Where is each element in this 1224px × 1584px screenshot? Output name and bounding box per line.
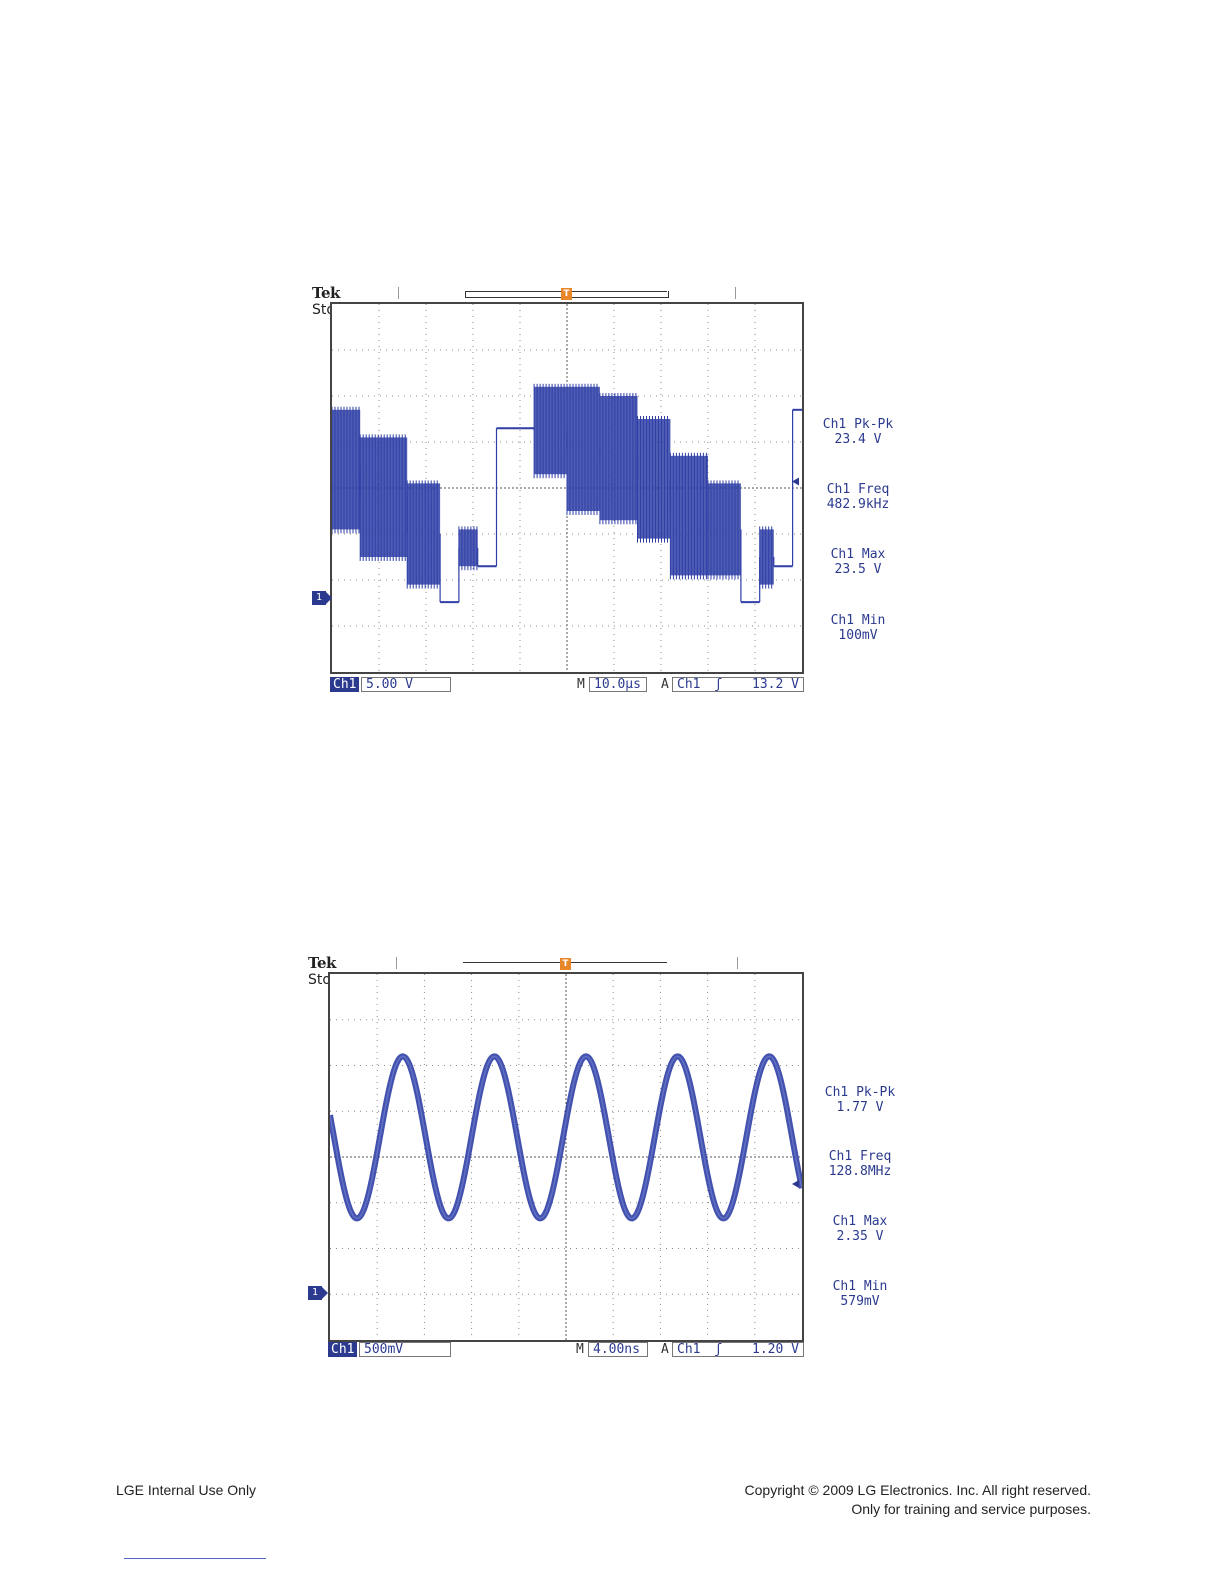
scope-2-plot: [330, 974, 802, 1340]
measurement-pkpk: Ch1 Pk-Pk 23.4 V: [803, 417, 913, 447]
trigger-level-arrow-icon: [792, 1180, 799, 1188]
measurement-value: 23.5 V: [834, 562, 882, 577]
trigger-slope-icon: ʃ: [714, 1342, 723, 1357]
measurement-value: 2.35 V: [836, 1229, 884, 1244]
trigger-prefix: A: [661, 677, 669, 692]
volts-per-div: 500mV: [359, 1342, 451, 1357]
footer-copyright: Copyright © 2009 LG Electronics. Inc. Al…: [744, 1482, 1091, 1498]
measurement-value: 1.77 V: [836, 1100, 884, 1115]
trigger-level: 13.2 V: [752, 677, 799, 692]
measurement-max: Ch1 Max 2.35 V: [805, 1214, 915, 1244]
measurement-value: 128.8MHz: [828, 1164, 892, 1179]
measurement-label: Ch1 Pk-Pk: [822, 417, 894, 432]
trigger-position-marker: T: [560, 958, 571, 970]
burst-envelope: [407, 483, 441, 585]
scope-2-screen: [328, 972, 804, 1342]
burst-envelope: [534, 386, 567, 475]
scope-1-status-bar: Ch1 5.00 V M 10.0µs A Ch1 ʃ 13.2 V: [330, 677, 804, 694]
waveform-ch1: [332, 383, 802, 604]
trigger-prefix: A: [661, 1342, 669, 1357]
trigger-level: 1.20 V: [752, 1342, 799, 1357]
measurement-value: 482.9kHz: [826, 497, 890, 512]
measurement-label: Ch1 Min: [832, 1279, 888, 1294]
tek-brand: Tek: [308, 954, 336, 972]
time-prefix: M: [577, 677, 585, 692]
trigger-position-marker: T: [561, 288, 572, 300]
volts-per-div: 5.00 V: [361, 677, 451, 692]
trigger-box: Ch1 ʃ 13.2 V: [672, 677, 804, 692]
measurement-value: 100mV: [838, 628, 878, 643]
measurement-freq: Ch1 Freq 482.9kHz: [803, 482, 913, 512]
footer-left: LGE Internal Use Only: [116, 1482, 257, 1498]
measurement-label: Ch1 Freq: [828, 1149, 892, 1164]
trigger-channel: Ch1: [677, 1342, 701, 1357]
time-prefix: M: [576, 1342, 584, 1357]
burst-envelope: [637, 419, 671, 539]
footer-purpose: Only for training and service purposes.: [851, 1501, 1091, 1517]
burst-envelope: [759, 529, 774, 585]
burst-envelope: [567, 386, 600, 511]
trigger-slope-icon: ʃ: [714, 677, 723, 692]
graticule: [330, 974, 802, 1340]
measurement-value: 23.4 V: [834, 432, 882, 447]
burst-envelope: [708, 483, 741, 576]
trigger-channel: Ch1: [677, 677, 701, 692]
sine-waveform-highlight: [330, 1055, 802, 1220]
measurement-freq: Ch1 Freq 128.8MHz: [805, 1149, 915, 1179]
measurement-label: Ch1 Min: [830, 613, 886, 628]
time-per-div: 10.0µs: [589, 677, 647, 692]
footer-link-underline: [124, 1558, 266, 1559]
tek-brand: Tek: [312, 284, 340, 302]
measurement-label: Ch1 Max: [830, 547, 886, 562]
channel-badge: Ch1: [330, 677, 360, 692]
trigger-level-arrow-icon: [792, 477, 799, 486]
channel-badge: Ch1: [328, 1342, 358, 1357]
trigger-box: Ch1 ʃ 1.20 V: [672, 1342, 804, 1357]
measurement-label: Ch1 Freq: [826, 482, 890, 497]
time-per-div: 4.00ns: [588, 1342, 648, 1357]
measurement-max: Ch1 Max 23.5 V: [803, 547, 913, 577]
scope-1-plot: [332, 304, 802, 672]
scope-1-screen: [330, 302, 804, 674]
measurement-value: 579mV: [840, 1294, 880, 1309]
channel-ground-marker: 1: [308, 1286, 328, 1300]
measurement-label: Ch1 Pk-Pk: [824, 1085, 896, 1100]
measurement-min: Ch1 Min 579mV: [805, 1279, 915, 1309]
channel-ground-marker: 1: [312, 591, 332, 605]
measurement-pkpk: Ch1 Pk-Pk 1.77 V: [805, 1085, 915, 1115]
measurement-label: Ch1 Max: [832, 1214, 888, 1229]
scope-2-status-bar: Ch1 500mV M 4.00ns A Ch1 ʃ 1.20 V: [328, 1342, 804, 1359]
measurement-min: Ch1 Min 100mV: [803, 613, 913, 643]
